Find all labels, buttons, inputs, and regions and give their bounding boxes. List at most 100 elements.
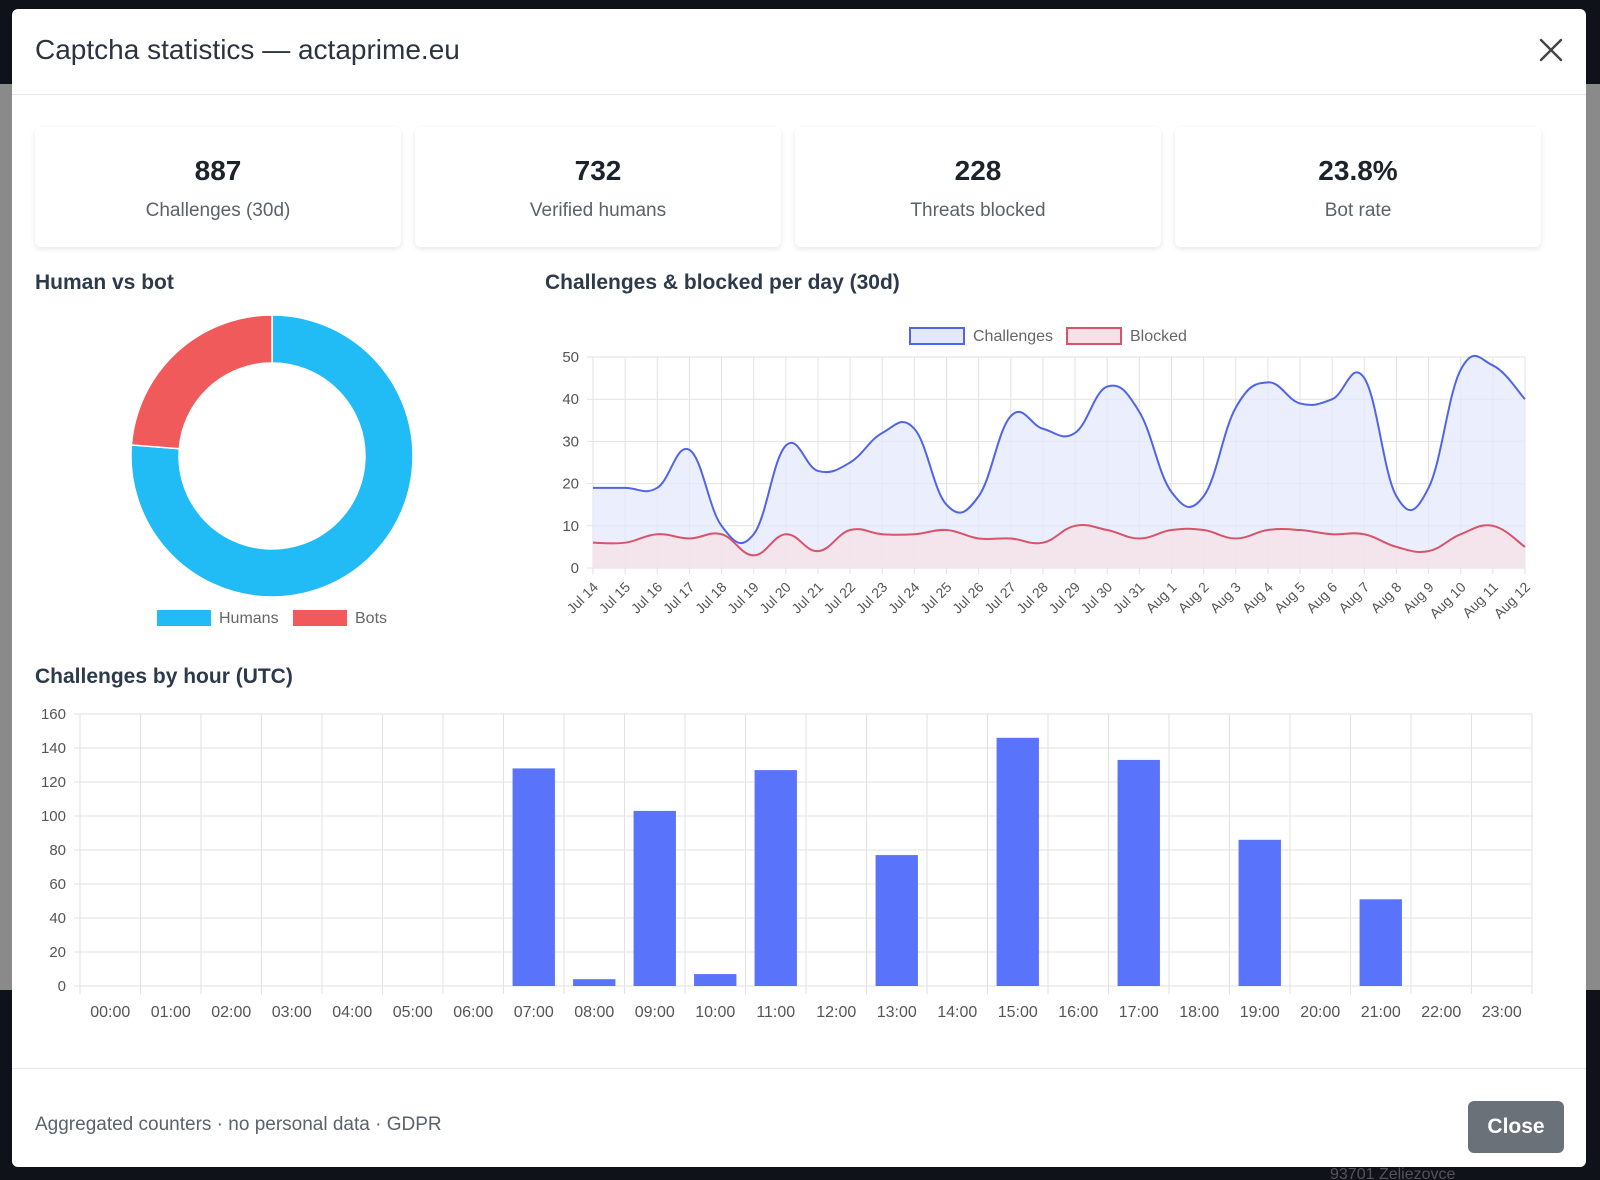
stat-value: 732 [574, 155, 622, 186]
bar-chart-x-tick: 11:00 [756, 1004, 795, 1021]
bar-chart-y-tick: 0 [58, 978, 66, 995]
bar-chart-y-tick: 160 [41, 706, 66, 723]
stat-value: 23.8% [1318, 155, 1398, 186]
bar-0800 [573, 979, 616, 986]
bar-1900 [1238, 839, 1281, 986]
line-chart-x-tick: Jul 16 [628, 579, 666, 617]
legend-swatch-bots [293, 610, 347, 626]
stat-card-bot-rate: 23.8% Bot rate [1175, 127, 1541, 247]
line-chart-x-tick: Aug 3 [1207, 579, 1244, 616]
bar-chart-x-tick: 16:00 [1058, 1004, 1098, 1021]
bar-chart-x-tick: 03:00 [272, 1004, 312, 1021]
bar-chart-x-tick: 02:00 [211, 1004, 251, 1021]
line-chart-x-tick: Jul 21 [788, 579, 826, 617]
bar-1300 [875, 855, 918, 986]
line-chart-x-tick: Jul 14 [563, 579, 601, 617]
bar-chart-y-tick: 140 [41, 740, 66, 757]
stat-label: Challenges (30d) [145, 200, 291, 221]
bar-chart-x-tick: 18:00 [1179, 1004, 1219, 1021]
line-chart-x-tick: Aug 6 [1303, 579, 1340, 616]
line-chart-y-tick: 0 [571, 560, 579, 577]
line-chart-x-tick: Aug 4 [1239, 579, 1276, 616]
modal-header: Captcha statistics — actaprime.eu [12, 9, 1586, 95]
bar-chart-x-tick: 10:00 [695, 1004, 735, 1021]
bar-chart-x-tick: 21:00 [1361, 1004, 1401, 1021]
line-chart-x-tick: Aug 5 [1271, 579, 1308, 616]
bar-chart-x-tick: 07:00 [514, 1004, 554, 1021]
bar-1000 [694, 974, 737, 986]
bar-chart-y-tick: 100 [41, 808, 66, 825]
line-series-area-challenges [593, 355, 1525, 568]
bar-chart-y-tick: 120 [41, 774, 66, 791]
line-chart-x-tick: Jul 15 [596, 579, 634, 617]
bar-chart-x-tick: 12:00 [816, 1004, 856, 1021]
line-chart-x-tick: Jul 29 [1045, 579, 1083, 617]
bar-chart-x-tick: 15:00 [998, 1004, 1038, 1021]
bar-chart-x-tick: 19:00 [1240, 1004, 1280, 1021]
close-icon[interactable] [1534, 33, 1568, 67]
footer-privacy-note: Aggregated counters · no personal data ·… [35, 1114, 442, 1135]
bar-chart-x-tick: 09:00 [635, 1004, 675, 1021]
stat-label: Verified humans [529, 200, 667, 221]
line-chart-x-tick: Jul 22 [820, 579, 858, 617]
bar-chart-y-tick: 20 [49, 944, 66, 961]
stat-label: Bot rate [1324, 200, 1392, 221]
bar-chart-x-tick: 22:00 [1421, 1004, 1461, 1021]
legend-label-humans: Humans [219, 610, 279, 627]
legend-label-challenges: Challenges [973, 328, 1053, 345]
legend-swatch-humans [157, 610, 211, 626]
line-chart-x-tick: Jul 25 [917, 579, 955, 617]
line-chart-x-tick: Jul 20 [756, 579, 794, 617]
bar-chart-title: Challenges by hour (UTC) [35, 665, 293, 688]
line-chart-x-tick: Jul 27 [981, 579, 1019, 617]
line-chart-x-tick: Aug 12 [1490, 579, 1533, 622]
line-chart-x-tick: Jul 17 [660, 579, 698, 617]
bar-chart-x-tick: 23:00 [1482, 1004, 1522, 1021]
line-chart-x-tick: Jul 24 [885, 579, 923, 617]
line-chart-x-tick: Jul 19 [724, 579, 762, 617]
bar-1700 [1117, 759, 1160, 986]
bar-chart: 0 20 40 60 80 100 120 140 160 00:00 01:00 02:00 03:0… [41, 706, 1533, 1021]
bar-chart-x-tick: 06:00 [453, 1004, 493, 1021]
stat-label: Threats blocked [910, 200, 1046, 221]
donut-chart: Humans Bots [130, 314, 414, 627]
bar-chart-x-tick: 04:00 [332, 1004, 372, 1021]
line-chart-y-tick: 30 [562, 433, 579, 450]
bar-chart-x-tick: 14:00 [937, 1004, 977, 1021]
line-chart-x-tick: Aug 8 [1367, 579, 1404, 616]
bar-chart-x-tick: 20:00 [1300, 1004, 1340, 1021]
line-chart-title: Challenges & blocked per day (30d) [545, 271, 900, 294]
bar-chart-x-tick: 01:00 [151, 1004, 191, 1021]
line-chart-x-tick: Jul 26 [949, 579, 987, 617]
bar-chart-x-tick: 08:00 [574, 1004, 614, 1021]
line-chart-x-tick: Jul 18 [692, 579, 730, 617]
legend-swatch-challenges [909, 327, 965, 345]
stat-value: 887 [194, 155, 242, 186]
legend-label-blocked: Blocked [1130, 328, 1187, 345]
close-button[interactable]: Close [1468, 1101, 1564, 1153]
line-chart-y-tick: 10 [562, 518, 579, 535]
bar-1100 [754, 770, 797, 986]
bar-0700 [512, 768, 555, 986]
line-series-challenges [592, 355, 1526, 545]
line-chart-x-tick: Aug 2 [1175, 579, 1212, 616]
line-series-area-blocked [593, 525, 1525, 568]
stat-card-threats-blocked: 228 Threats blocked [795, 127, 1161, 247]
line-series-blocked [592, 524, 1526, 557]
donut-slice-bots [130, 314, 273, 450]
bar-0900 [633, 810, 676, 986]
line-chart-x-tick: Aug 1 [1142, 579, 1179, 616]
captcha-stats-modal: Captcha statistics — actaprime.eu 887 Ch… [12, 9, 1586, 1167]
stat-card-verified-humans: 732 Verified humans [415, 127, 781, 247]
bar-1500 [996, 737, 1039, 986]
bar-chart-y-tick: 80 [49, 842, 66, 859]
line-chart-y-tick: 40 [562, 391, 579, 408]
line-chart-x-tick: Aug 10 [1426, 579, 1469, 622]
modal-footer: Aggregated counters · no personal data ·… [12, 1068, 1586, 1167]
stat-value: 228 [954, 155, 1002, 186]
modal-title: Captcha statistics — actaprime.eu [35, 34, 460, 65]
bar-chart-y-tick: 60 [49, 876, 66, 893]
stat-card-challenges: 887 Challenges (30d) [35, 127, 401, 247]
bar-2100 [1359, 899, 1402, 986]
line-chart-x-tick: Aug 7 [1335, 579, 1372, 616]
